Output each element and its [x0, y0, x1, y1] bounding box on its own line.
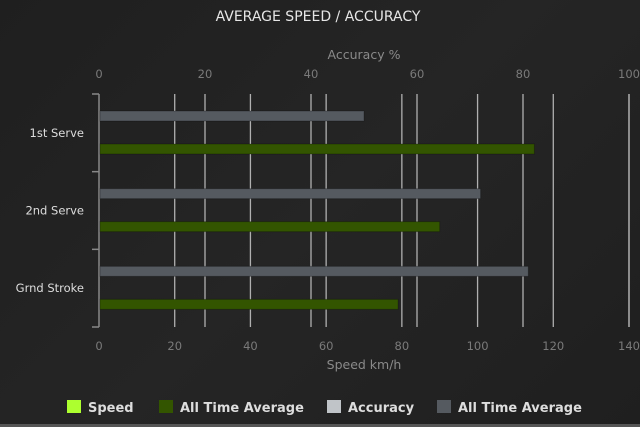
- top-tick-label: 100: [618, 67, 640, 81]
- bottom-tick-label: 80: [395, 339, 410, 353]
- bottom-tick-label: 60: [319, 339, 334, 353]
- chart-title: AVERAGE SPEED / ACCURACY: [216, 9, 421, 25]
- legend-swatch: [67, 400, 81, 413]
- legend-label: All Time Average: [458, 401, 582, 416]
- top-tick-label: 20: [198, 67, 213, 81]
- category-label: 1st Serve: [30, 126, 84, 140]
- bar-accuracy-average: [99, 265, 529, 277]
- bottom-border: [0, 424, 640, 427]
- bar-accuracy-average: [99, 110, 365, 122]
- bottom-tick-label: 140: [618, 339, 640, 353]
- bar-speed-average: [99, 298, 399, 310]
- top-axis-title: Accuracy %: [328, 47, 401, 62]
- top-tick-label: 0: [95, 67, 102, 81]
- bar-speed-average: [99, 143, 535, 155]
- bottom-tick-label: 120: [542, 339, 564, 353]
- legend-swatch: [437, 400, 451, 413]
- category-label: 2nd Serve: [25, 204, 84, 218]
- bottom-tick-label: 100: [467, 339, 489, 353]
- bottom-tick-label: 0: [95, 339, 102, 353]
- legend-label: Speed: [88, 401, 134, 416]
- bar-speed-average: [99, 221, 441, 233]
- top-tick-label: 40: [304, 67, 319, 81]
- top-tick-label: 80: [516, 67, 531, 81]
- legend-swatch: [327, 400, 341, 413]
- bottom-axis-title: Speed km/h: [327, 357, 402, 372]
- bar-accuracy-average: [99, 188, 482, 200]
- legend-label: Accuracy: [348, 401, 415, 416]
- legend-swatch: [159, 400, 173, 413]
- bottom-tick-label: 20: [167, 339, 182, 353]
- bottom-tick-label: 40: [243, 339, 258, 353]
- top-tick-label: 60: [410, 67, 425, 81]
- legend-label: All Time Average: [180, 401, 304, 416]
- category-label: Grnd Stroke: [16, 281, 84, 295]
